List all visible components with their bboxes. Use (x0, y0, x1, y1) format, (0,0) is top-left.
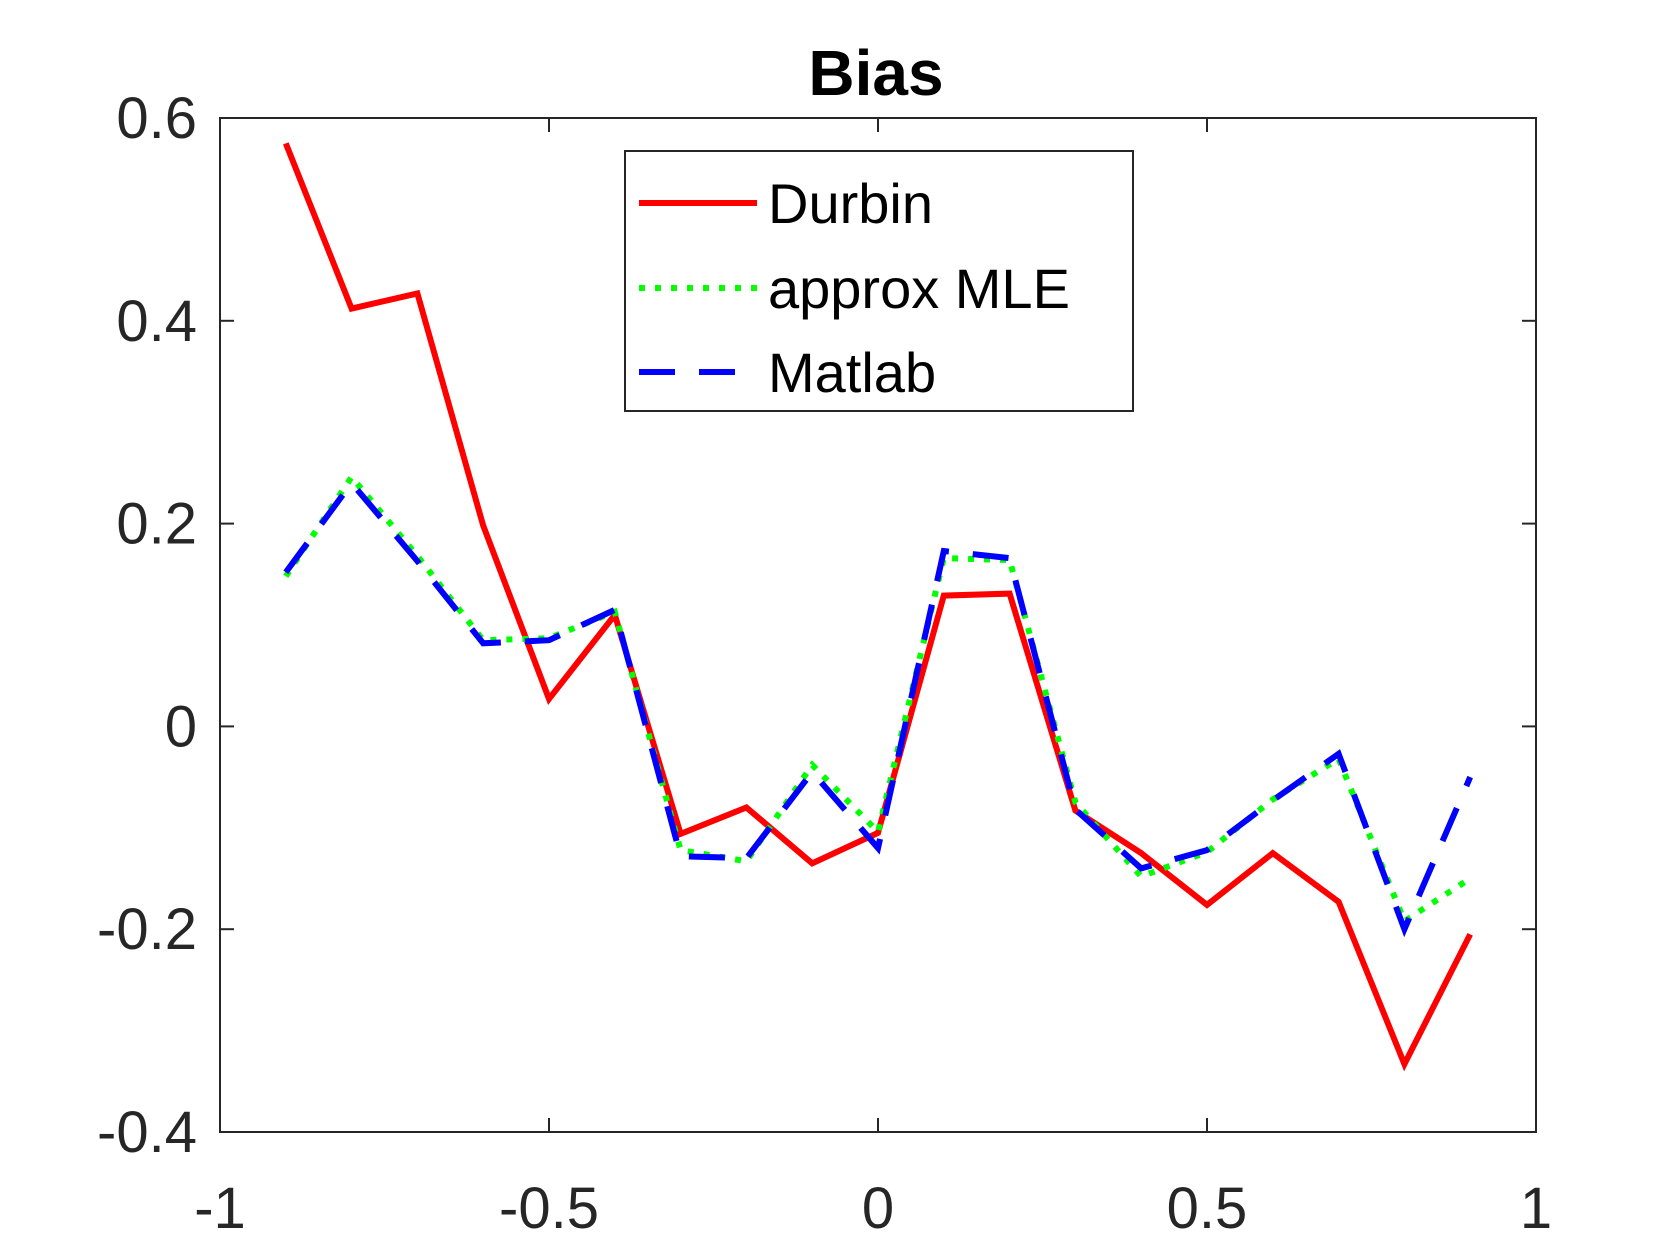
y-tick-label: 0 (165, 694, 197, 759)
legend-label-2: Matlab (768, 341, 936, 404)
series-line-0 (283, 142, 1473, 1072)
y-tick-label: 0.4 (116, 289, 197, 354)
x-tick-label: 1 (1520, 1176, 1552, 1241)
series-layer (283, 142, 1473, 1072)
y-tick-label: 0.6 (116, 86, 197, 151)
x-tick-label: -1 (194, 1176, 246, 1241)
y-tick-label: -0.4 (97, 1100, 197, 1165)
y-tick-label: 0.2 (116, 492, 197, 557)
legend-box (624, 150, 1134, 412)
x-tick-label: 0 (862, 1176, 894, 1241)
series-line-1 (283, 471, 1472, 926)
x-tick-label: 0.5 (1167, 1176, 1248, 1241)
chart-title: Bias (808, 37, 943, 109)
series-line-2 (283, 478, 1473, 938)
x-tick-label: -0.5 (499, 1176, 599, 1241)
legend: Durbin approx MLE Matlab (624, 150, 1134, 412)
legend-label-0: Durbin (768, 172, 933, 235)
axis-ticks: -1 -0.5 0 0.5 1 -0.4 -0.2 0 0.2 0.4 0.6 (97, 86, 1552, 1241)
legend-label-1: approx MLE (768, 257, 1070, 320)
y-tick-label: -0.2 (97, 897, 197, 962)
